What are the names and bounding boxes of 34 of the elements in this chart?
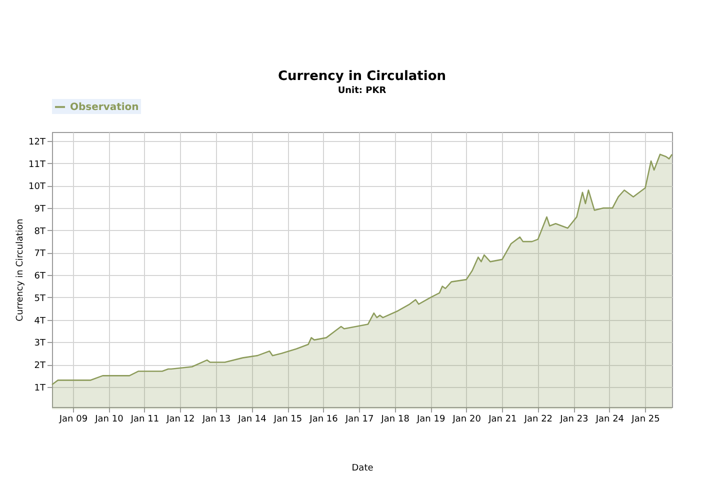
legend-label: Observation [70,102,139,113]
x-tick-label: Jan 13 [201,414,231,424]
y-tick-label: 1T [34,383,46,394]
y-tick-label: 4T [34,316,46,326]
x-tick-label: Jan 23 [559,414,588,424]
x-tick-label: Jan 22 [523,414,553,424]
x-tick-label: Jan 11 [130,414,160,424]
y-tick-label: 3T [34,338,46,349]
y-tick-label: 11T [28,160,46,170]
x-tick-label: Jan 17 [344,414,374,424]
y-tick-label: 10T [28,182,46,192]
x-tick-label: Jan 10 [94,414,124,424]
x-tick-label: Jan 14 [237,414,267,424]
y-tick-label: 9T [34,204,46,215]
chart-subtitle: Unit: PKR [338,86,386,96]
chart-title: Currency in Circulation [278,69,446,84]
x-tick-label: Jan 20 [452,414,482,424]
y-axis-title: Currency in Circulation [16,218,26,322]
x-tick-label: Jan 24 [594,414,624,424]
x-tick-label: Jan 19 [416,414,446,424]
y-tick-label: 7T [34,249,46,260]
y-tick-label: 8T [34,226,46,237]
y-tick-label: 6T [34,272,46,282]
y-tick-label: 5T [34,294,46,304]
x-tick-label: Jan 09 [58,414,88,424]
x-tick-label: Jan 12 [166,414,195,424]
x-tick-label: Jan 16 [308,414,338,424]
x-tick-label: Jan 21 [488,414,517,424]
y-tick-label: 12T [28,137,46,148]
y-tick-label: 2T [34,361,46,372]
x-tick-label: Jan 15 [272,414,302,424]
x-axis-title: Date [352,464,374,474]
x-tick-label: Jan 25 [630,414,660,424]
x-tick-label: Jan 18 [380,414,410,424]
